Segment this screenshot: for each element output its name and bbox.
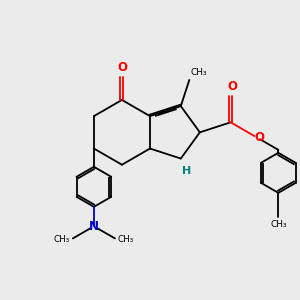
- Text: H: H: [182, 166, 191, 176]
- Text: O: O: [255, 131, 265, 144]
- Text: O: O: [117, 61, 127, 74]
- Text: N: N: [89, 220, 99, 233]
- Text: CH₃: CH₃: [54, 236, 70, 244]
- Text: CH₃: CH₃: [270, 220, 286, 229]
- Text: CH₃: CH₃: [118, 236, 134, 244]
- Text: O: O: [227, 80, 237, 94]
- Text: CH₃: CH₃: [191, 68, 207, 77]
